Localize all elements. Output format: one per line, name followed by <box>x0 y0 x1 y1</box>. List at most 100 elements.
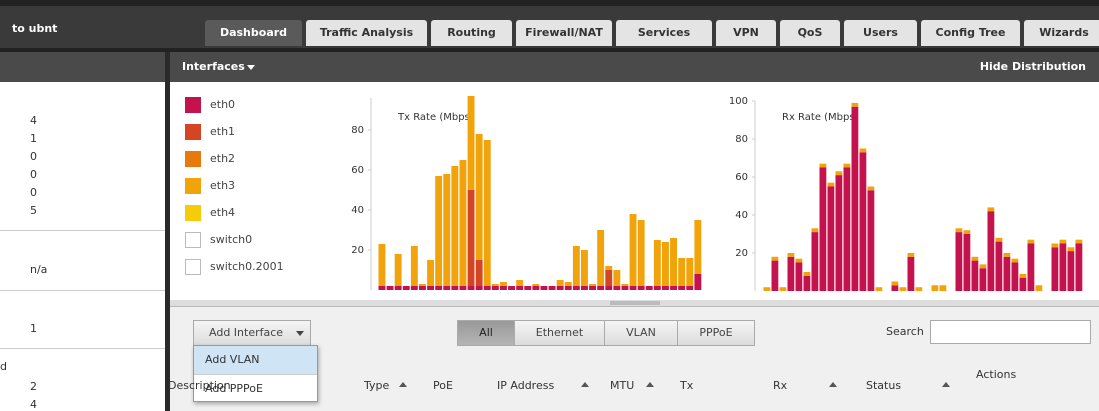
legend-label: switch0 <box>210 233 253 246</box>
bar-segment <box>907 253 915 257</box>
bar-segment <box>467 190 475 286</box>
bar-segment <box>819 167 827 291</box>
nav-tab[interactable]: Traffic Analysis <box>306 20 427 46</box>
bar-segment <box>875 287 883 291</box>
nav-tab[interactable]: Services <box>616 20 712 46</box>
bar-segment <box>467 96 475 190</box>
bar-segment <box>811 232 819 291</box>
filter-button[interactable]: VLAN <box>604 320 678 346</box>
y-tick-label: 40 <box>735 210 748 221</box>
bar-segment <box>851 106 859 291</box>
column-header[interactable]: Description <box>168 379 231 392</box>
bar-segment <box>581 286 588 290</box>
bar-segment <box>987 207 995 212</box>
nav-tab[interactable]: QoS <box>780 20 840 46</box>
add-interface-button[interactable]: Add Interface <box>193 320 311 346</box>
bar-segment <box>771 260 779 291</box>
panel-title[interactable]: Interfaces <box>182 60 245 73</box>
bar-segment <box>859 148 867 153</box>
bar-segment <box>1011 262 1019 291</box>
status-value: 0 <box>30 150 37 163</box>
bar-segment <box>605 286 613 290</box>
resize-handle[interactable] <box>170 300 1099 307</box>
nav-tab[interactable]: Users <box>844 20 917 46</box>
search-label: Search <box>886 325 924 338</box>
bar-segment <box>662 242 669 286</box>
menu-item[interactable]: Add VLAN <box>194 346 317 374</box>
bar-segment <box>653 240 661 286</box>
bar-segment <box>516 286 524 290</box>
bar-segment <box>859 152 867 291</box>
sort-icon <box>829 382 837 387</box>
bar-segment <box>987 211 995 291</box>
status-value: 1 <box>30 322 37 335</box>
bar-segment <box>467 286 475 290</box>
column-header[interactable]: Type <box>364 379 390 392</box>
filter-button[interactable]: PPPoE <box>677 320 755 346</box>
sort-icon <box>646 382 654 387</box>
legend-swatch <box>185 151 201 167</box>
bar-segment <box>939 285 947 291</box>
column-header[interactable]: Status <box>866 379 902 392</box>
legend-label: eth4 <box>210 206 236 219</box>
bar-segment <box>637 286 645 290</box>
search-input[interactable] <box>930 320 1091 344</box>
nav-tab[interactable]: Config Tree <box>921 20 1020 46</box>
hide-distribution[interactable]: Hide Distribution <box>979 60 1086 73</box>
bar-segment <box>1067 247 1075 252</box>
status-value: 4 <box>30 114 37 127</box>
bar-segment <box>621 286 629 290</box>
column-header[interactable]: Tx <box>680 379 694 392</box>
filter-button[interactable]: Ethernet <box>514 320 605 346</box>
bar-segment <box>811 228 819 233</box>
bar-segment <box>402 286 410 290</box>
menu-item[interactable]: Add PPPoE <box>194 374 317 402</box>
legend-swatch <box>185 178 201 194</box>
column-header[interactable]: MTU <box>610 379 635 392</box>
bar-segment <box>459 286 467 290</box>
bar-segment <box>613 286 621 290</box>
bar-segment <box>955 228 963 233</box>
charts: 20 40 60 80 Tx Rate (Mbps) 20 40 60 80 100 Rx Rate… <box>351 96 1083 291</box>
bar-segment <box>670 238 677 286</box>
bar-segment <box>516 280 524 286</box>
bar-segment <box>378 286 386 290</box>
filter-button[interactable]: All <box>457 320 515 346</box>
nav-tab[interactable]: VPN <box>716 20 776 46</box>
bar-segment <box>955 232 963 291</box>
column-header[interactable]: Rx <box>773 379 788 392</box>
add-interface-label: Add Interface <box>209 326 284 339</box>
bar-segment <box>1059 243 1067 291</box>
y-tick-label: 20 <box>351 245 364 256</box>
bar-segment <box>907 256 915 291</box>
bar-segment <box>532 284 540 286</box>
column-header[interactable]: PoE <box>433 379 453 392</box>
bar-segment <box>787 253 795 257</box>
column-header[interactable]: IP Address <box>497 379 555 392</box>
bar-segment <box>637 220 645 286</box>
nav-tab[interactable]: Wizards <box>1024 20 1099 46</box>
bar-segment <box>1003 253 1011 257</box>
column-header[interactable]: Actions <box>976 368 1017 381</box>
bar-segment <box>771 256 779 261</box>
nav-tab[interactable]: Firewall/NAT <box>516 20 612 46</box>
nav-tab[interactable]: Dashboard <box>205 20 302 46</box>
bar-segment <box>556 280 564 286</box>
bar-segment <box>629 214 637 286</box>
bar-segment <box>779 287 787 291</box>
bar-segment <box>483 286 491 290</box>
nav-tab[interactable]: Routing <box>431 20 512 46</box>
bar-segment <box>483 140 491 286</box>
sort-icon <box>399 382 407 387</box>
bar-segment <box>678 258 686 286</box>
y-tick-label: 100 <box>729 96 748 107</box>
bar-segment <box>763 287 771 291</box>
bar-segment <box>1051 247 1059 291</box>
bar-segment <box>435 286 443 290</box>
bar-segment <box>475 286 483 290</box>
bar-segment <box>795 258 803 263</box>
bar-segment <box>581 250 588 286</box>
bar-segment <box>795 262 803 291</box>
bar-segment <box>1019 277 1027 291</box>
bar-segment <box>459 160 467 286</box>
